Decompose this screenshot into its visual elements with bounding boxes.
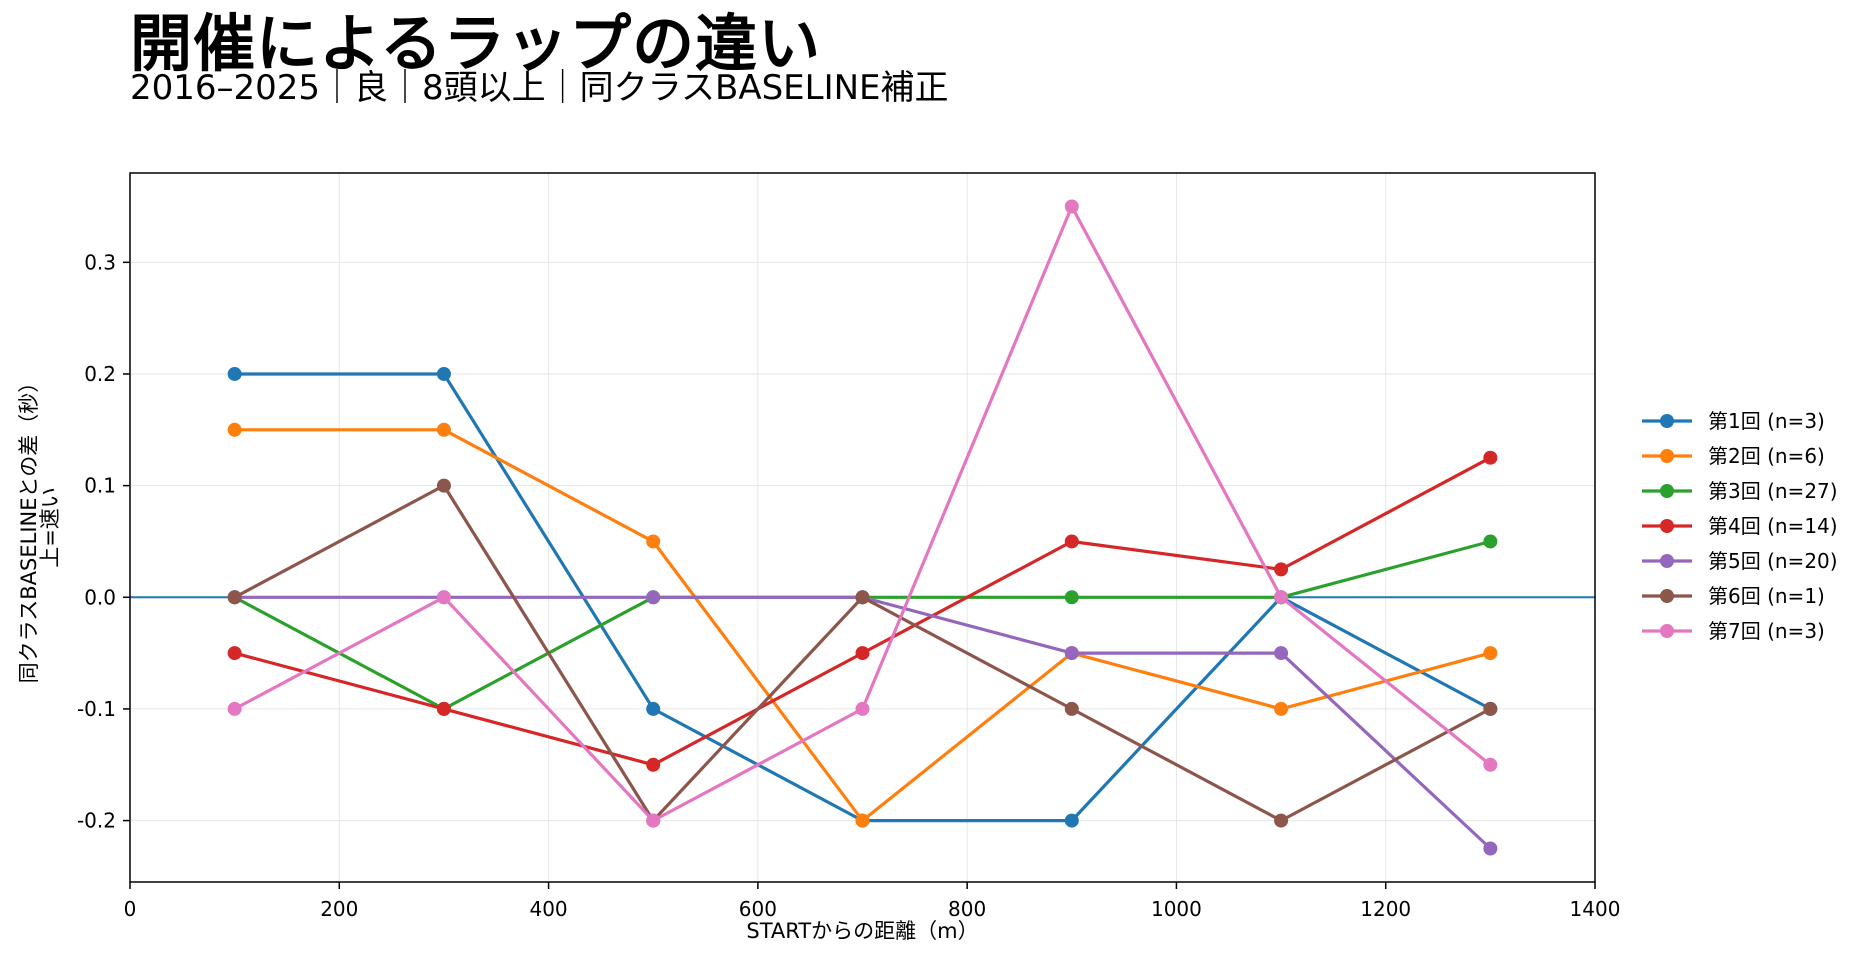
y-axis-label: 同クラスBASELINEとの差（秒） — [17, 372, 41, 684]
legend: 第1回 (n=3) 第2回 (n=6) 第3回 (n=27) 第4回 (n=14) 第5… — [1642, 409, 1838, 643]
legend-label: 第1回 (n=3) — [1708, 409, 1825, 433]
y-axis-ticks: -0.2 -0.1 0.0 0.1 0.2 0.3 — [77, 250, 130, 833]
y-tick-label: -0.2 — [77, 809, 116, 833]
data-point — [855, 701, 870, 716]
series-line — [234, 456, 1492, 767]
x-tick-label: 400 — [529, 897, 567, 921]
legend-marker — [1660, 484, 1674, 498]
legend-item: 第3回 (n=27) — [1642, 479, 1838, 503]
y-tick-label: 0.1 — [84, 474, 116, 498]
series-4 — [227, 450, 1498, 772]
x-tick-label: 200 — [320, 897, 358, 921]
data-point — [855, 590, 870, 605]
x-tick-label: 1400 — [1570, 897, 1621, 921]
legend-item: 第7回 (n=3) — [1642, 619, 1825, 643]
data-point — [436, 366, 451, 381]
series-line — [234, 428, 1491, 823]
data-point — [436, 701, 451, 716]
data-point — [646, 701, 661, 716]
legend-label: 第6回 (n=1) — [1708, 584, 1825, 608]
legend-marker — [1660, 554, 1674, 568]
data-point — [1064, 534, 1079, 549]
series-line — [233, 204, 1492, 823]
data-point — [855, 646, 870, 661]
legend-marker — [1660, 519, 1674, 533]
x-tick-label: 1200 — [1360, 897, 1411, 921]
data-point — [1274, 701, 1289, 716]
plot-frame — [129, 172, 1596, 883]
data-point — [1274, 562, 1289, 577]
series-2 — [227, 422, 1498, 828]
x-axis-label: STARTからの距離（m） — [746, 919, 978, 943]
series-3 — [227, 534, 1498, 716]
chart-title: 開催によるラップの違い — [130, 7, 822, 80]
legend-label: 第3回 (n=27) — [1708, 479, 1838, 503]
data-point — [227, 366, 242, 381]
legend-marker — [1660, 449, 1674, 463]
data-point — [1274, 646, 1289, 661]
data-point — [1483, 757, 1498, 772]
data-point — [1064, 199, 1079, 214]
data-point — [1274, 813, 1289, 828]
data-point — [1483, 701, 1498, 716]
data-point — [436, 478, 451, 493]
grid-lines — [129, 173, 1596, 882]
data-point — [436, 590, 451, 605]
data-point — [1064, 646, 1079, 661]
legend-item: 第6回 (n=1) — [1642, 584, 1825, 608]
y-tick-label: 0.3 — [84, 250, 116, 274]
legend-marker — [1660, 589, 1674, 603]
data-point — [646, 813, 661, 828]
legend-label: 第4回 (n=14) — [1708, 514, 1838, 538]
data-point — [1483, 534, 1498, 549]
data-point — [436, 422, 451, 437]
data-point — [227, 646, 242, 661]
x-tick-label: 1000 — [1151, 897, 1202, 921]
legend-marker — [1660, 414, 1674, 428]
data-point — [227, 590, 242, 605]
legend-label: 第5回 (n=20) — [1708, 549, 1838, 573]
x-tick-label: 0 — [124, 897, 137, 921]
y-tick-label: -0.1 — [77, 697, 116, 721]
data-point — [1064, 813, 1079, 828]
legend-item: 第2回 (n=6) — [1642, 444, 1825, 468]
series-line — [233, 539, 1491, 711]
chart-subtitle: 2016–2025｜良｜8頭以上｜同クラスBASELINE補正 — [130, 68, 949, 108]
x-tick-label: 600 — [739, 897, 777, 921]
legend-label: 第2回 (n=6) — [1708, 444, 1825, 468]
data-point — [1483, 841, 1498, 856]
legend-item: 第4回 (n=14) — [1642, 514, 1838, 538]
x-axis-ticks: 0 200 400 600 800 1000 1200 1400 — [124, 882, 1621, 921]
data-point — [1483, 450, 1498, 465]
data-point — [227, 701, 242, 716]
data-point — [1274, 590, 1289, 605]
data-point — [1064, 701, 1079, 716]
data-point — [227, 422, 242, 437]
x-tick-label: 800 — [948, 897, 986, 921]
data-point — [1064, 590, 1079, 605]
data-point — [855, 813, 870, 828]
data-point — [646, 590, 661, 605]
legend-item: 第5回 (n=20) — [1642, 549, 1838, 573]
legend-label: 第7回 (n=3) — [1708, 619, 1825, 643]
legend-marker — [1660, 624, 1674, 638]
y-axis-label-group: 同クラスBASELINEとの差（秒） 上=速い — [17, 372, 62, 684]
data-point — [646, 757, 661, 772]
y-tick-label: 0.0 — [84, 585, 116, 609]
data-point — [1483, 646, 1498, 661]
legend-item: 第1回 (n=3) — [1642, 409, 1825, 433]
series-7 — [227, 199, 1498, 828]
data-point — [646, 534, 661, 549]
y-axis-sublabel: 上=速い — [38, 487, 62, 568]
y-tick-label: 0.2 — [84, 362, 116, 386]
series-layer — [227, 199, 1498, 856]
